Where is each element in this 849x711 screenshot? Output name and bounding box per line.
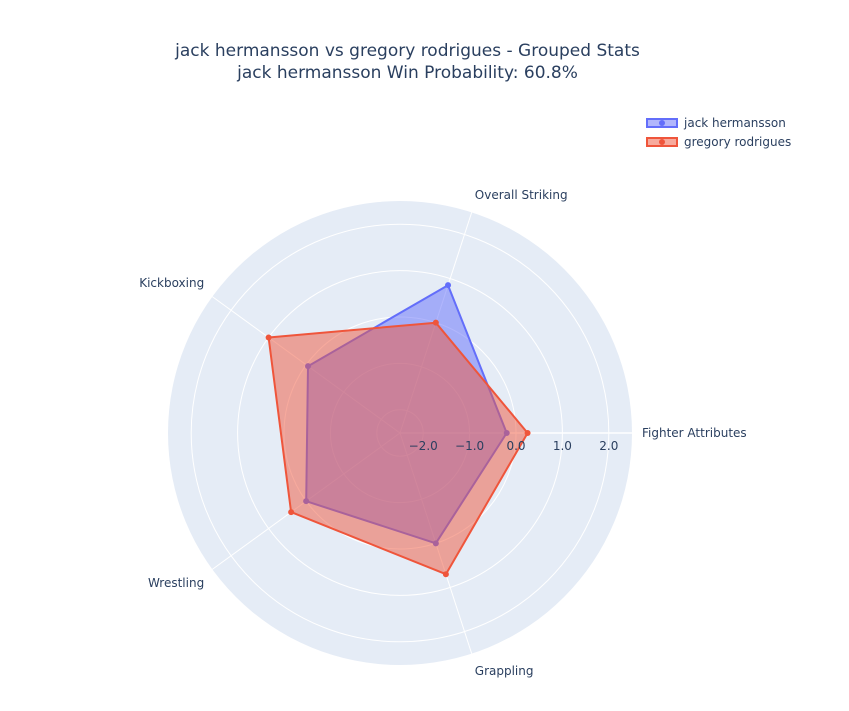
subtitle-line: jack hermansson Win Probability: 60.8% xyxy=(237,63,578,83)
radial-tick-label-1: −1.0 xyxy=(455,439,484,453)
radial-tick-label-3: 1.0 xyxy=(553,439,572,453)
angular-label-0: Fighter Attributes xyxy=(642,426,747,440)
angular-label-2: Kickboxing xyxy=(139,276,204,290)
radial-tick-label-0: −2.0 xyxy=(409,439,438,453)
legend: jack hermansson gregory rodrigues xyxy=(645,113,791,151)
series-area-2 xyxy=(267,321,529,576)
angular-label-3: Wrestling xyxy=(148,576,204,590)
series-2-point-3 xyxy=(265,334,272,341)
legend-swatch-series-2 xyxy=(646,136,678,147)
series-2-point-4 xyxy=(288,509,295,516)
legend-label-series-1: jack hermansson xyxy=(684,115,786,130)
series-2-point-5 xyxy=(442,571,449,578)
legend-item-series-1[interactable]: jack hermansson xyxy=(645,113,791,132)
angular-label-1: Overall Striking xyxy=(475,188,568,202)
title-line: jack hermansson vs gregory rodrigues - G… xyxy=(175,41,640,61)
radial-tick-label-4: 2.0 xyxy=(599,439,618,453)
radial-tick-label-2: 0.0 xyxy=(506,439,525,453)
legend-swatch-series-1 xyxy=(646,117,678,128)
legend-item-series-2[interactable]: gregory rodrigues xyxy=(645,132,791,151)
angular-label-4: Grappling xyxy=(475,664,534,678)
chart-title: jack hermansson vs gregory rodrigues - G… xyxy=(0,40,815,84)
series-2-point-1 xyxy=(524,430,531,436)
series-1-point-2 xyxy=(445,282,452,289)
legend-label-series-2: gregory rodrigues xyxy=(684,134,792,149)
series-2-point-2 xyxy=(432,319,439,326)
